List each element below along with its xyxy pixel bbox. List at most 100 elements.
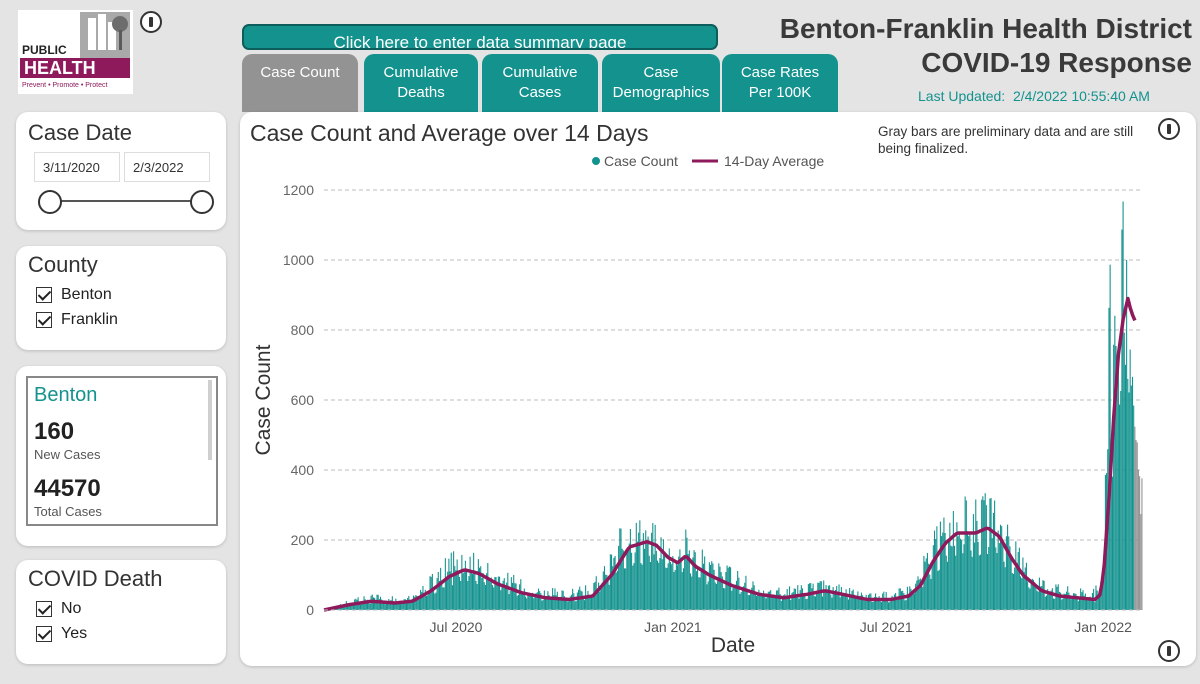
tab-label: Case Count: [260, 64, 340, 81]
case-count-bar: [633, 563, 635, 610]
tab-cumulative-deaths[interactable]: Cumulative Deaths: [364, 54, 478, 112]
end-date-input[interactable]: 2/3/2022: [124, 152, 210, 182]
case-count-bar: [443, 587, 445, 610]
case-count-bar: [1055, 584, 1057, 610]
title-line1: Benton-Franklin Health District: [779, 13, 1192, 44]
death-option-no[interactable]: No: [36, 600, 81, 618]
case-count-bar: [632, 565, 634, 610]
case-count-bar: [882, 593, 884, 610]
case-count-bar: [680, 560, 682, 610]
case-count-bar: [970, 550, 972, 610]
case-count-bar: [510, 577, 512, 610]
case-count-bar: [792, 591, 794, 610]
case-count-bar: [896, 598, 898, 610]
case-count-bar: [421, 591, 423, 610]
case-count-bar: [412, 595, 415, 610]
checkbox-checked-icon[interactable]: [36, 287, 52, 303]
case-count-bar: [520, 579, 522, 610]
info-icon[interactable]: [140, 11, 162, 33]
legend-case-count-label: Case Count: [604, 153, 678, 169]
case-count-bar: [642, 533, 644, 610]
case-count-bar: [956, 522, 958, 610]
case-count-bar: [566, 600, 568, 610]
county-option-benton[interactable]: Benton: [36, 286, 112, 304]
case-count-bar: [449, 571, 451, 610]
case-count-bar: [541, 600, 543, 610]
case-count-bar: [582, 597, 584, 610]
case-count-bar: [687, 554, 689, 610]
case-count-bar: [816, 592, 818, 610]
case-count-bar: [891, 595, 893, 610]
case-count-bar: [606, 574, 608, 610]
case-count-bar: [1108, 307, 1110, 610]
case-count-bar: [866, 599, 868, 610]
case-count-bar: [921, 584, 923, 610]
case-count-bar: [1126, 260, 1128, 610]
tab-case-count[interactable]: Case Count: [242, 54, 358, 112]
case-count-bar: [507, 572, 509, 610]
case-count-bar: [504, 587, 507, 610]
case-count-bar: [648, 555, 650, 610]
case-count-bar: [849, 588, 851, 610]
case-count-bar: [389, 600, 391, 610]
y-tick-label: 600: [291, 392, 315, 408]
case-count-bar: [737, 571, 739, 610]
case-count-bar: [971, 556, 973, 610]
case-count-bar: [1005, 536, 1007, 610]
case-count-bar: [508, 594, 510, 610]
tab-cumulative-cases[interactable]: Cumulative Cases: [482, 54, 598, 112]
case-count-bar: [494, 576, 496, 610]
chart-info-icon[interactable]: [1158, 118, 1180, 140]
case-count-bar: [596, 589, 598, 610]
case-count-bar: [513, 574, 515, 610]
case-count-bar: [798, 598, 800, 610]
case-count-bar: [603, 566, 606, 610]
county-option-franklin[interactable]: Franklin: [36, 311, 118, 329]
case-count-bar: [877, 599, 879, 610]
case-count-bar: [721, 576, 723, 610]
case-count-bar: [1020, 576, 1022, 610]
case-count-bar: [671, 564, 673, 610]
case-count-bar: [995, 547, 997, 610]
case-count-bar: [431, 573, 433, 610]
case-count-bar: [859, 595, 861, 610]
case-count-bar: [800, 585, 802, 610]
card-scrollbar[interactable]: [208, 380, 212, 460]
checkbox-checked-icon[interactable]: [36, 626, 52, 642]
data-summary-button[interactable]: Click here to enter data summary page: [242, 24, 718, 50]
case-count-bar: [821, 596, 824, 610]
case-count-bar: [922, 586, 924, 610]
checkbox-checked-icon[interactable]: [36, 312, 52, 328]
case-count-bar: [929, 574, 931, 610]
case-count-bar: [601, 582, 603, 610]
case-count-bar: [755, 596, 758, 610]
case-count-bar: [760, 593, 762, 610]
case-count-bar: [966, 531, 969, 610]
case-count-bar: [1094, 602, 1096, 610]
date-slider-track[interactable]: [52, 200, 204, 202]
case-count-bar: [1034, 582, 1036, 610]
date-slider-start-handle[interactable]: [38, 190, 62, 214]
checkbox-checked-icon[interactable]: [36, 601, 52, 617]
tab-case-demographics[interactable]: Case Demographics: [602, 54, 720, 112]
death-option-yes[interactable]: Yes: [36, 625, 87, 643]
case-count-bar: [819, 581, 821, 610]
chart-footer-info-icon[interactable]: [1158, 640, 1180, 662]
date-slider-end-handle[interactable]: [190, 190, 214, 214]
case-count-bar: [1022, 557, 1024, 610]
case-count-bar: [445, 580, 448, 610]
tab-case-rates[interactable]: Case Rates Per 100K: [722, 54, 838, 112]
case-count-bar: [1050, 590, 1052, 610]
case-count-bar: [1068, 592, 1070, 610]
case-count-bar: [673, 571, 675, 610]
case-count-bar: [908, 595, 910, 610]
case-count-bar: [1012, 573, 1015, 610]
case-count-bar: [990, 498, 992, 610]
case-count-bar: [787, 596, 789, 610]
case-count-bar: [872, 602, 874, 610]
case-count-bar: [1077, 601, 1079, 610]
case-count-bar: [952, 511, 954, 610]
start-date-input[interactable]: 3/11/2020: [34, 152, 120, 182]
case-count-bar: [902, 590, 904, 610]
case-count-bar: [924, 561, 926, 610]
